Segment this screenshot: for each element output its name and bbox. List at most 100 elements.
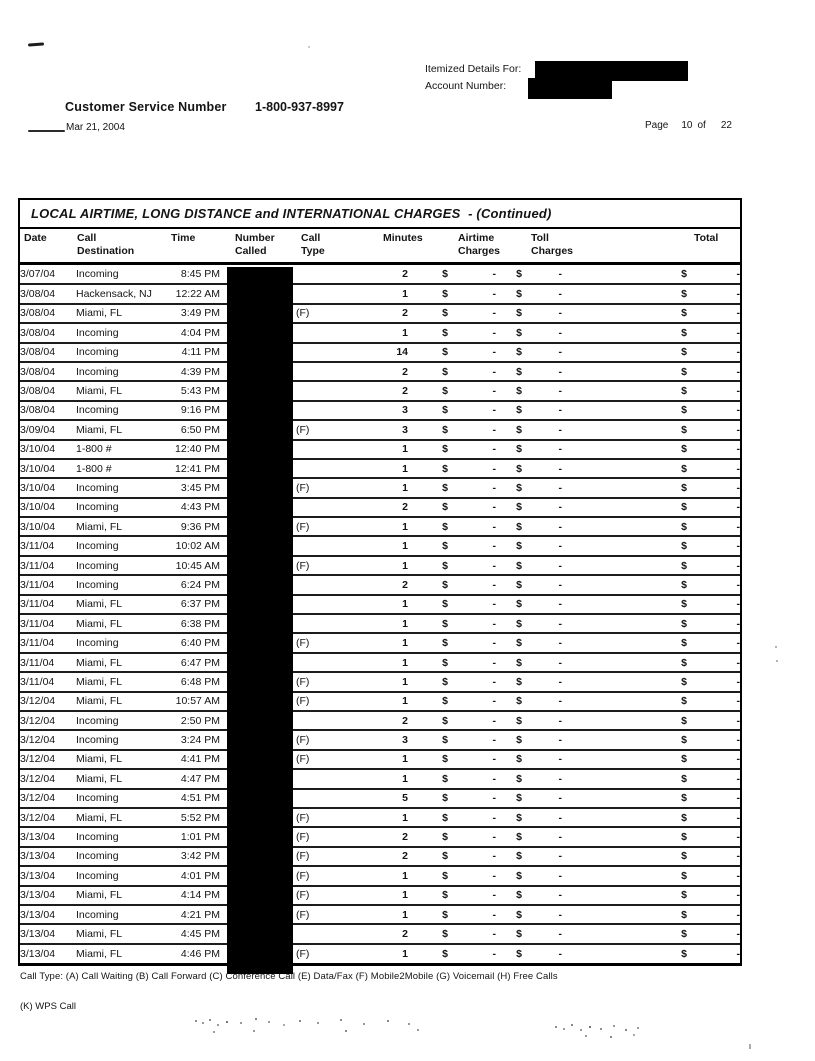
cell-time: 4:04 PM bbox=[160, 323, 220, 344]
cell-minutes: 3 bbox=[350, 420, 408, 441]
cell-total-currency: $ bbox=[562, 885, 687, 906]
cell-time: 8:45 PM bbox=[160, 265, 220, 286]
table-row: 3/11/04 Incoming 6:24 PM 2 $ - $ - $ - bbox=[20, 575, 740, 596]
cell-toll-currency: $ bbox=[496, 439, 522, 460]
table-row: 3/13/04 Miami, FL 4:46 PM (F) 1 $ - $ - $ - bbox=[20, 944, 740, 963]
cell-airtime-currency: $ bbox=[408, 691, 448, 713]
cell-toll-amount: - bbox=[558, 947, 563, 960]
cell-total-currency: $ bbox=[562, 769, 687, 790]
cell-destination: Miami, FL bbox=[76, 885, 160, 906]
cell-toll-currency: $ bbox=[496, 652, 522, 674]
cell-toll-amount: - bbox=[522, 555, 562, 577]
cell-minutes: 2 bbox=[350, 497, 408, 519]
cell-total-currency: $ bbox=[562, 439, 687, 460]
cell-toll-currency: $ bbox=[496, 749, 522, 771]
cell-total-currency: $ bbox=[562, 342, 687, 363]
cell-airtime-currency: $ bbox=[408, 536, 448, 557]
cell-toll-currency: $ bbox=[496, 807, 522, 829]
customer-service-label: Customer Service Number bbox=[65, 100, 227, 114]
cell-total-amount: - bbox=[687, 904, 740, 926]
cell-toll-currency: $ bbox=[496, 458, 522, 480]
account-number-label: Account Number: bbox=[425, 80, 507, 92]
cell-toll-amount: - bbox=[522, 361, 562, 383]
cell-total-currency: $ bbox=[562, 730, 687, 751]
cell-time: 10:02 AM bbox=[160, 536, 220, 557]
cell-destination: Incoming bbox=[76, 536, 160, 557]
cell-total-currency: $ bbox=[562, 361, 687, 383]
cell-time: 12:41 PM bbox=[160, 458, 220, 480]
cell-time: 1:01 PM bbox=[160, 827, 220, 848]
cell-time: 5:43 PM bbox=[160, 381, 220, 402]
cell-minutes: 1 bbox=[350, 652, 408, 674]
cell-date: 3/11/04 bbox=[20, 614, 76, 635]
cell-destination: Miami, FL bbox=[76, 807, 160, 829]
cell-total-amount: - bbox=[687, 555, 740, 577]
cell-total-currency: $ bbox=[562, 749, 687, 771]
cell-total-amount: - bbox=[687, 265, 740, 286]
cell-total-currency: $ bbox=[562, 614, 687, 635]
cell-total-amount: - bbox=[687, 633, 740, 654]
cell-airtime-amount: - bbox=[448, 478, 496, 499]
cell-airtime-amount: - bbox=[448, 575, 496, 596]
cell-minutes: 1 bbox=[350, 672, 408, 693]
cell-minutes: 1 bbox=[350, 284, 408, 305]
cell-destination: Incoming bbox=[76, 400, 160, 422]
cell-total-amount: - bbox=[687, 749, 740, 771]
cell-total-currency: $ bbox=[562, 458, 687, 480]
cell-airtime-currency: $ bbox=[408, 846, 448, 868]
cell-date: 3/11/04 bbox=[20, 652, 76, 674]
cell-total-currency: $ bbox=[562, 594, 687, 616]
table-row: 3/12/04 Miami, FL 4:47 PM 1 $ - $ - $ - bbox=[20, 769, 740, 790]
cell-call-type: (F) bbox=[296, 517, 350, 538]
cell-airtime-currency: $ bbox=[408, 827, 448, 848]
cell-toll-currency: $ bbox=[496, 691, 522, 713]
cell-total-amount: - bbox=[687, 420, 740, 441]
cell-call-type: (F) bbox=[296, 807, 350, 829]
table-row: 3/07/04 Incoming 8:45 PM 2 $ - $ - $ - bbox=[20, 265, 740, 286]
cell-total-amount: - bbox=[687, 691, 740, 713]
cell-total-currency: $ bbox=[562, 381, 687, 402]
cell-airtime-currency: $ bbox=[408, 866, 448, 887]
cell-time: 6:50 PM bbox=[160, 420, 220, 441]
cell-airtime-amount: - bbox=[448, 614, 496, 635]
cell-total-amount: - bbox=[687, 536, 740, 557]
cell-total-amount: - bbox=[687, 788, 740, 809]
cell-call-type: (F) bbox=[296, 885, 350, 906]
cell-airtime-amount: - bbox=[448, 749, 496, 771]
cell-toll-currency: $ bbox=[496, 555, 522, 577]
cell-minutes: 1 bbox=[350, 807, 408, 829]
cell-airtime-amount: - bbox=[448, 303, 496, 325]
cell-toll-currency: $ bbox=[496, 866, 522, 887]
cell-minutes: 1 bbox=[350, 536, 408, 557]
cell-time: 12:22 AM bbox=[160, 284, 220, 305]
cell-toll-amount: - bbox=[522, 323, 562, 344]
cell-toll-currency: $ bbox=[496, 904, 522, 926]
cell-date: 3/12/04 bbox=[20, 691, 76, 713]
table-row: 3/08/04 Incoming 9:16 PM 3 $ - $ - $ - bbox=[20, 400, 740, 422]
cell-total-currency: $ bbox=[562, 400, 687, 422]
table-row: 3/13/04 Miami, FL 4:14 PM (F) 1 $ - $ - $ - bbox=[20, 885, 740, 906]
cell-date: 3/08/04 bbox=[20, 323, 76, 344]
cell-date: 3/08/04 bbox=[20, 284, 76, 305]
cell-toll-amount: - bbox=[522, 497, 562, 519]
cell-toll-amount: - bbox=[522, 866, 562, 887]
cell-toll-amount: - bbox=[522, 730, 562, 751]
cell-time: 4:01 PM bbox=[160, 866, 220, 887]
cell-date: 3/11/04 bbox=[20, 555, 76, 577]
cell-date: 3/13/04 bbox=[20, 846, 76, 868]
cell-toll-amount: - bbox=[522, 265, 562, 286]
cell-airtime-amount: - bbox=[448, 265, 496, 286]
cell-call-type bbox=[296, 361, 350, 383]
cell-call-type: (F) bbox=[296, 672, 350, 693]
cell-total-currency: $ bbox=[681, 947, 687, 960]
cell-call-type: (F) bbox=[296, 691, 350, 713]
cell-time: 10:45 AM bbox=[160, 555, 220, 577]
cell-call-type bbox=[296, 342, 350, 363]
scan-noise-dot bbox=[308, 46, 310, 48]
table-row: 3/13/04 Incoming 4:01 PM (F) 1 $ - $ - $ - bbox=[20, 866, 740, 887]
cell-time: 6:38 PM bbox=[160, 614, 220, 635]
cell-total-currency: $ bbox=[562, 497, 687, 519]
cell-airtime-amount: - bbox=[448, 536, 496, 557]
cell-minutes: 1 bbox=[350, 458, 408, 480]
cell-minutes: 1 bbox=[350, 866, 408, 887]
